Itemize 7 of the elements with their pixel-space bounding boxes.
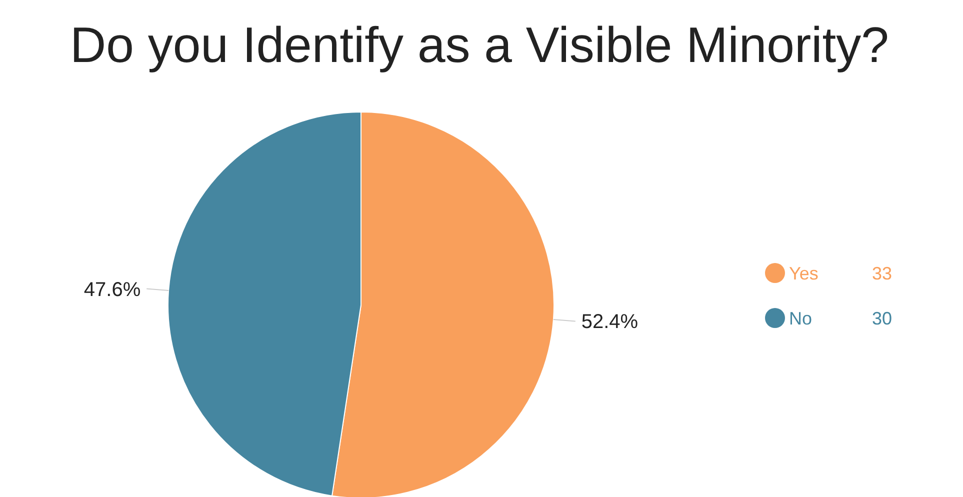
text: 33 [872,263,892,284]
data-label: 52.4% [581,311,638,334]
data-label: 47.6% [84,278,141,301]
legend-label: No [789,308,812,328]
legend-label: Yes [789,263,818,284]
chart-title: Do you Identify as a Visible Minority? [70,17,889,73]
text: 30 [872,308,892,328]
